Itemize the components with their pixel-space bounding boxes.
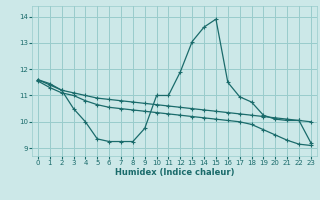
X-axis label: Humidex (Indice chaleur): Humidex (Indice chaleur)	[115, 168, 234, 177]
